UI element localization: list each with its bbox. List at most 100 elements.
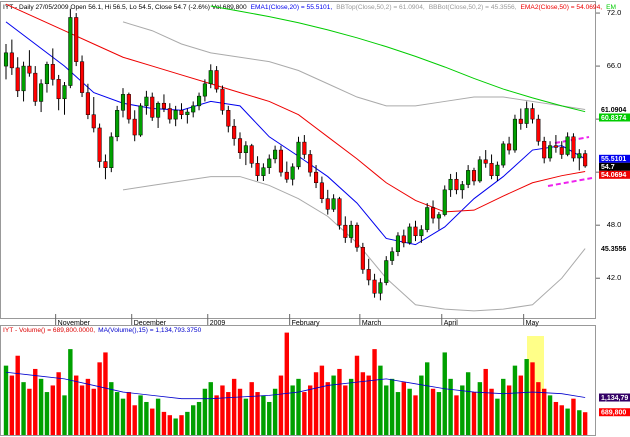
candle-body: [74, 17, 79, 62]
volume-bar: [220, 385, 225, 435]
candle-body: [431, 207, 436, 219]
volume-bar: [354, 355, 360, 435]
candle-body: [21, 65, 26, 92]
volume-bar: [191, 405, 196, 435]
volume-bar: [395, 392, 401, 435]
volume-bar: [155, 398, 161, 435]
volume-bar: [144, 401, 149, 435]
volume-highlight: [527, 336, 544, 435]
candle-body: [126, 94, 131, 120]
candle-body: [460, 184, 465, 191]
candle-body: [161, 102, 166, 109]
volume-bar: [559, 405, 564, 435]
candle-body: [524, 108, 529, 124]
volume-bar: [138, 395, 143, 435]
volume-bar: [366, 375, 371, 435]
volume-bar: [372, 349, 377, 435]
legend-entry: EMA1(Close,20) = 55.5101,: [251, 4, 333, 11]
volume-bar: [407, 388, 412, 435]
volume-panel: [0, 325, 596, 436]
candle-body: [243, 145, 248, 153]
volume-bar: [442, 352, 447, 435]
candle-body: [512, 118, 518, 151]
volume-bar: [214, 395, 219, 435]
volume-bar: [185, 411, 190, 435]
candle-body: [191, 105, 196, 113]
volume-bar: [208, 382, 213, 435]
candle-body: [302, 141, 307, 155]
y-tick-label: 66.0: [607, 61, 622, 70]
volume-bar: [261, 395, 266, 435]
candle-body: [50, 64, 55, 80]
x-tick-label: May: [526, 320, 540, 327]
value-label: 689,800: [601, 410, 626, 417]
candle-body: [138, 105, 143, 136]
candle-body: [237, 138, 243, 153]
candle-body: [273, 149, 278, 160]
candle-body: [3, 52, 9, 67]
volume-bar: [249, 382, 254, 435]
candle-body: [103, 161, 108, 168]
price-title: IYT - Daily 27/05/2009 Open 56.1, Hi 56.…: [3, 4, 247, 11]
legend-entry: EM: [606, 4, 616, 11]
volume-bar: [512, 365, 518, 435]
volume-bar: [296, 378, 301, 435]
candle-body: [542, 140, 547, 159]
candle-body: [226, 110, 231, 127]
volume-bar: [173, 418, 178, 435]
candle-body: [255, 163, 260, 176]
candle-body: [120, 94, 126, 111]
y-tick-label: 48.0: [607, 220, 622, 229]
volume-title: IYT - Volume() = 689,800.0000,: [3, 327, 95, 334]
x-tick-label: December: [134, 320, 167, 327]
candle-body: [185, 111, 190, 115]
candle-body: [360, 247, 365, 270]
volume-bar: [284, 332, 289, 435]
candle-body: [489, 163, 494, 176]
volume-bar: [38, 378, 44, 435]
value-box: [599, 113, 630, 122]
candle-body: [413, 226, 418, 237]
candle-body: [530, 108, 535, 120]
candle-body: [466, 170, 471, 185]
volume-bar: [243, 398, 249, 435]
volume-bar: [448, 378, 453, 435]
y-tick-label: 72.0: [607, 8, 622, 17]
candle-body: [290, 166, 295, 180]
volume-bar: [483, 368, 488, 435]
volume-bar: [348, 378, 354, 435]
candle-body: [115, 110, 120, 138]
candle-body: [337, 198, 342, 226]
volume-bar: [21, 382, 26, 435]
volume-bar: [571, 398, 576, 435]
volume-bar: [401, 382, 406, 435]
candle-body: [314, 171, 319, 184]
candle-body: [232, 125, 237, 139]
value-label: 55.5101: [601, 156, 626, 163]
candle-body: [349, 224, 354, 238]
candle-body: [261, 167, 266, 176]
candle-body: [378, 282, 383, 294]
volume-bar: [536, 382, 541, 435]
candle-body: [296, 141, 301, 168]
candle-body: [97, 127, 102, 162]
candle-body: [249, 145, 254, 164]
volume-bar: [62, 395, 67, 435]
volume-bar: [325, 382, 330, 435]
candle-body: [39, 83, 44, 102]
candle-body: [44, 64, 50, 85]
candle-body: [454, 178, 459, 191]
volume-header: IYT - Volume() = 689,800.0000, MA(Volume(…: [3, 327, 202, 334]
volume-bar: [44, 392, 50, 435]
candle-body: [278, 149, 283, 173]
volume-bar: [109, 382, 114, 435]
legend-entry: MA(Volume(),15) = 1,134,793.3750: [98, 327, 202, 334]
candle-body: [331, 198, 336, 210]
candle-body: [27, 65, 32, 74]
volume-bar: [255, 392, 260, 435]
value-box: [599, 170, 630, 179]
candle-body: [583, 153, 588, 167]
candle-body: [325, 198, 330, 210]
volume-bar: [74, 375, 79, 435]
volume-bar: [226, 392, 231, 435]
